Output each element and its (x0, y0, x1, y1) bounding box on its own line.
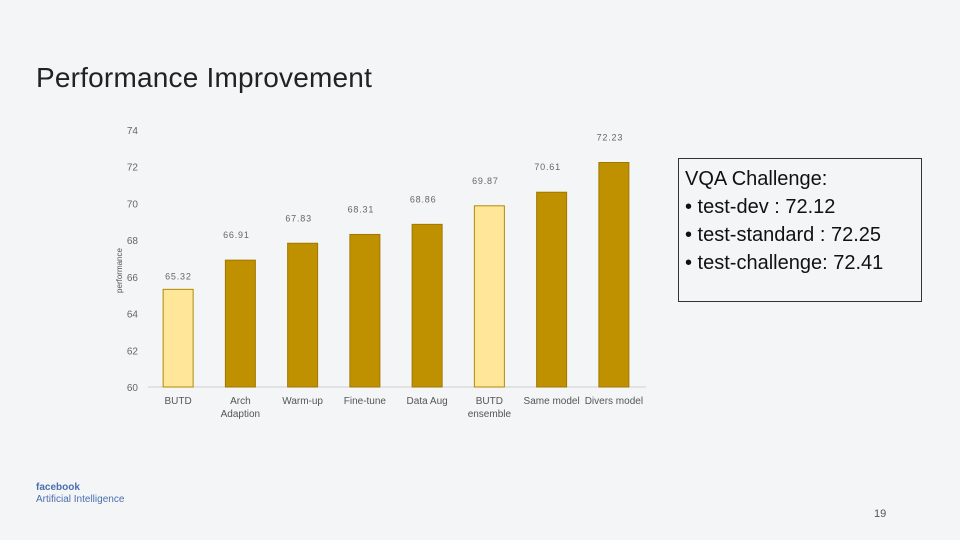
bar-2 (287, 242, 319, 388)
bar-3 (349, 233, 381, 388)
x-category-label: Adaption (221, 409, 260, 420)
facebook-ai-logo: facebook Artificial Intelligence (36, 482, 124, 506)
bar-value-label: 72.23 (597, 132, 624, 142)
bar-7 (598, 161, 630, 388)
test-standard-item: • test-standard : 72.25 (685, 224, 882, 246)
y-tick-label: 66 (127, 273, 139, 284)
x-category-label: Divers model (585, 396, 643, 407)
y-tick-label: 60 (127, 383, 139, 394)
y-tick-label: 74 (127, 126, 139, 137)
vqa-heading: VQA Challenge: (685, 168, 828, 190)
x-category-label: ensemble (468, 409, 512, 420)
bar-6 (536, 191, 568, 388)
bar-value-label: 68.31 (348, 204, 375, 214)
bar-0 (162, 288, 194, 388)
x-category-label: BUTD (165, 396, 192, 407)
bar-value-label: 67.83 (285, 213, 312, 223)
bar-value-label: 70.61 (534, 162, 561, 172)
bar-5 (473, 205, 505, 388)
test-dev-item: • test-dev : 72.12 (685, 196, 836, 218)
y-tick-label: 70 (127, 199, 139, 210)
x-category-label: Fine-tune (344, 396, 387, 407)
bar-value-label: 66.91 (223, 230, 250, 240)
vqa-challenge-box: VQA Challenge: • test-dev : 72.12 • test… (678, 158, 922, 302)
bar-1 (224, 259, 256, 388)
test-challenge-item: • test-challenge: 72.41 (685, 252, 884, 274)
logo-main-text: facebook (36, 482, 80, 493)
bar-value-label: 65.32 (165, 271, 192, 281)
bar-4 (411, 223, 443, 388)
bar-value-label: 68.86 (410, 194, 437, 204)
x-category-label: Same model (524, 396, 580, 407)
y-axis-label: performance (115, 248, 124, 293)
y-tick-label: 72 (127, 163, 139, 174)
bar-value-label: 69.87 (472, 176, 499, 186)
x-category-label: Warm-up (282, 396, 323, 407)
x-category-label: BUTD (476, 396, 503, 407)
y-tick-label: 68 (127, 236, 139, 247)
x-category-label: Arch (230, 396, 251, 407)
logo-sub-text: Artificial Intelligence (36, 494, 125, 505)
x-category-label: Data Aug (407, 396, 448, 407)
y-tick-label: 64 (127, 310, 139, 321)
y-tick-label: 62 (127, 346, 139, 357)
slide-title: Performance Improvement (36, 62, 373, 93)
page-number: 19 (874, 508, 887, 520)
